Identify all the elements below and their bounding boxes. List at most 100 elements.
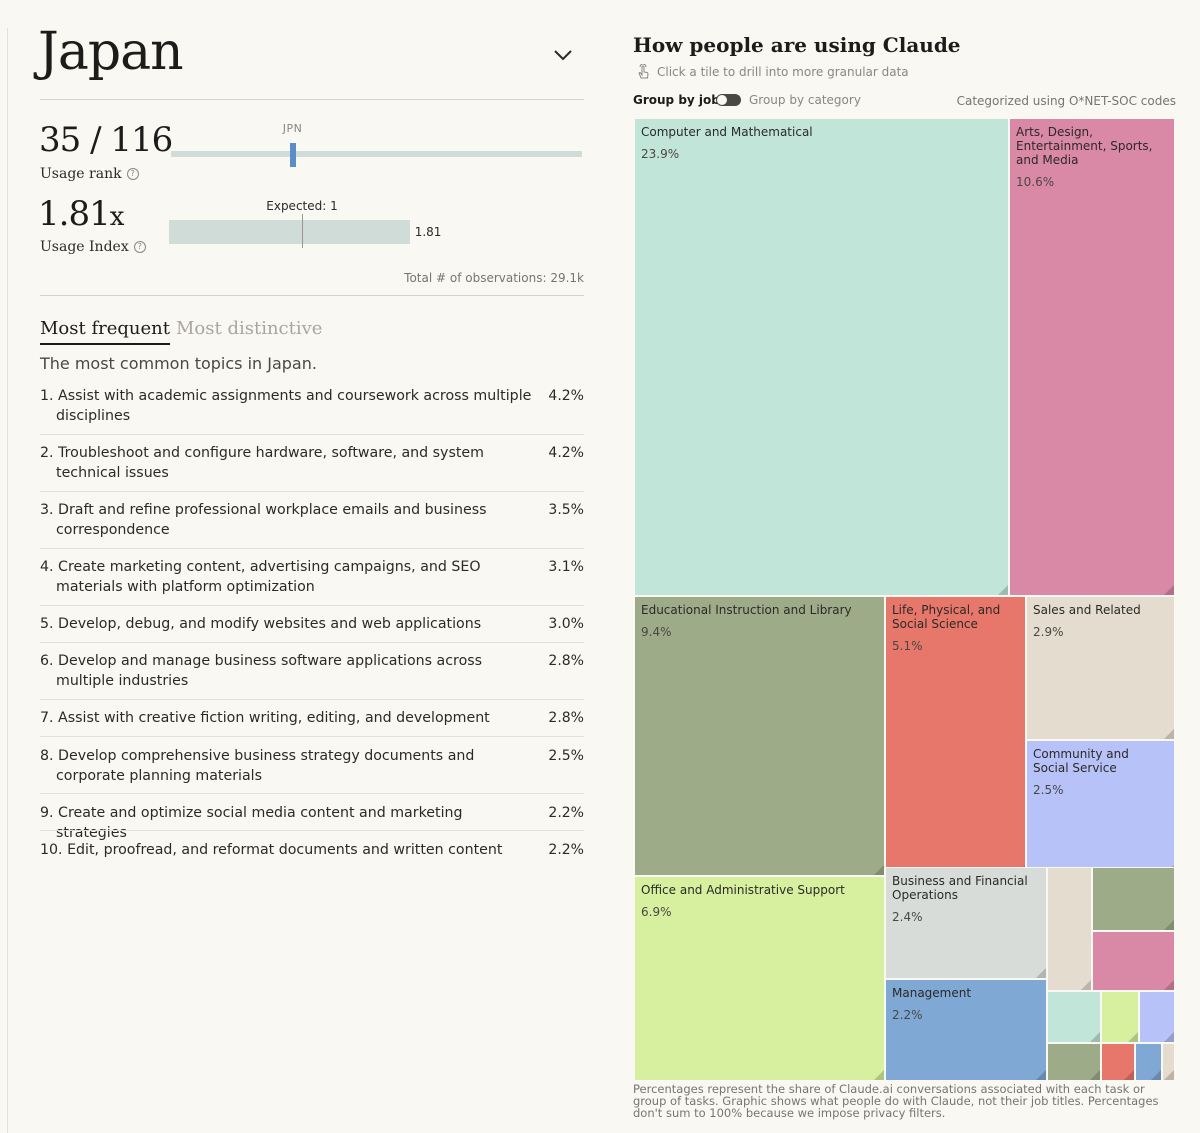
usage-rank-value: 35 / 116 — [39, 120, 173, 160]
task-percentage: 4.2% — [548, 388, 584, 404]
tile-name: Arts, Design, Entertainment, Sports, and… — [1016, 125, 1153, 167]
divider — [40, 605, 584, 606]
drill-corner-icon — [1036, 1070, 1046, 1080]
task-text: 4. Create marketing content, advertising… — [40, 559, 481, 595]
group-by-category-label[interactable]: Group by category — [749, 93, 861, 107]
divider — [40, 699, 584, 700]
task-text: 2. Troubleshoot and configure hardware, … — [40, 445, 484, 481]
tile-percentage: 23.9% — [641, 147, 680, 161]
tile-label: Business and Financial Operations 2.4% — [892, 874, 1040, 924]
treemap-tile-office-and-administrative-support[interactable]: Office and Administrative Support 6.9% — [634, 876, 885, 1081]
drill-corner-icon — [1090, 1070, 1100, 1080]
task-text: 7. Assist with creative fiction writing,… — [40, 710, 490, 726]
treemap-tile-small[interactable] — [1092, 931, 1175, 991]
pointer-hand-icon — [638, 64, 649, 79]
task-text: 8. Develop comprehensive business strate… — [40, 748, 475, 784]
usage-index-bar — [169, 220, 410, 244]
list-item: 1. Assist with academic assignments and … — [40, 386, 584, 426]
tile-percentage: 2.5% — [1033, 783, 1064, 797]
help-icon[interactable]: ? — [126, 168, 139, 180]
treemap-tile-small[interactable] — [1101, 991, 1139, 1043]
chevron-down-icon[interactable] — [550, 46, 576, 66]
usage-index-bar-value: 1.81 — [414, 225, 442, 239]
task-percentage: 2.8% — [548, 710, 584, 726]
task-text: 5. Develop, debug, and modify websites a… — [40, 616, 482, 632]
task-text: 6. Develop and manage business software … — [40, 653, 483, 689]
left-border — [7, 28, 8, 1133]
group-toggle[interactable] — [716, 94, 741, 106]
drill-corner-icon — [1124, 1070, 1134, 1080]
group-by-job-label[interactable]: Group by job — [633, 93, 720, 107]
country-title: Japan — [38, 22, 184, 82]
treemap-tile-sales-and-related[interactable]: Sales and Related 2.9% — [1026, 596, 1175, 740]
divider — [40, 642, 584, 643]
drill-corner-icon — [1164, 1032, 1174, 1042]
tile-percentage: 5.1% — [892, 639, 923, 653]
treemap-tile-arts-design-entertainment-sports-and-media[interactable]: Arts, Design, Entertainment, Sports, and… — [1009, 118, 1175, 596]
task-percentage: 2.5% — [548, 748, 584, 764]
treemap-tile-management[interactable]: Management 2.2% — [885, 979, 1047, 1081]
treemap-tile-small[interactable] — [1162, 1043, 1175, 1081]
treemap-tile-small[interactable] — [1092, 867, 1175, 931]
divider — [40, 736, 584, 737]
drill-corner-icon — [1164, 729, 1174, 739]
drill-corner-icon — [874, 865, 884, 875]
task-percentage: 3.1% — [548, 559, 584, 575]
drill-corner-icon — [1090, 1032, 1100, 1042]
tile-name: Life, Physical, and Social Science — [892, 603, 1001, 631]
list-item: 3. Draft and refine professional workpla… — [40, 500, 584, 540]
usage-index-suffix: x — [109, 202, 125, 232]
treemap-tile-life-physical-and-social-science[interactable]: Life, Physical, and Social Science 5.1% — [885, 596, 1026, 876]
treemap: Computer and Mathematical 23.9% Arts, Desi… — [634, 118, 1175, 1081]
task-text: 9. Create and optimize social media cont… — [40, 805, 463, 841]
drill-corner-icon — [1164, 980, 1174, 990]
divider — [40, 491, 584, 492]
divider — [40, 548, 584, 549]
tile-name: Computer and Mathematical — [641, 125, 813, 139]
tile-percentage: 10.6% — [1016, 175, 1055, 189]
tile-label: Community and Social Service 2.5% — [1033, 747, 1168, 797]
usage-rank-track — [171, 151, 582, 157]
divider — [40, 434, 584, 435]
drill-corner-icon — [874, 1070, 884, 1080]
tab-most-frequent[interactable]: Most frequent — [40, 318, 170, 345]
list-item: 7. Assist with creative fiction writing,… — [40, 708, 584, 728]
drill-corner-icon — [1128, 1032, 1138, 1042]
list-item: 10. Edit, proofread, and reformat docume… — [40, 840, 584, 860]
task-percentage: 2.2% — [548, 805, 584, 821]
usage-rank-marker-label: JPN — [282, 122, 303, 135]
treemap-tile-small[interactable] — [1047, 867, 1092, 991]
drill-corner-icon — [1151, 1070, 1161, 1080]
treemap-tile-small[interactable] — [1135, 1043, 1162, 1081]
treemap-tile-community-and-social-service[interactable]: Community and Social Service 2.5% — [1026, 740, 1175, 876]
usage-index-value: 1.81x — [38, 194, 125, 234]
help-icon[interactable]: ? — [133, 241, 146, 253]
task-text: 10. Edit, proofread, and reformat docume… — [40, 842, 503, 858]
usage-index-number: 1.81 — [38, 194, 111, 234]
list-item: 8. Develop comprehensive business strate… — [40, 746, 584, 786]
drill-corner-icon — [1036, 968, 1046, 978]
tile-percentage: 6.9% — [641, 905, 672, 919]
treemap-tile-small[interactable] — [1047, 991, 1101, 1043]
tile-label: Office and Administrative Support 6.9% — [641, 883, 878, 919]
tile-name: Educational Instruction and Library — [641, 603, 852, 617]
tile-label: Life, Physical, and Social Science 5.1% — [892, 603, 1019, 653]
treemap-tile-small[interactable] — [1139, 991, 1175, 1043]
drill-corner-icon — [998, 585, 1008, 595]
treemap-tile-small[interactable] — [1047, 1043, 1101, 1081]
tile-percentage: 2.2% — [892, 1008, 923, 1022]
tile-label: Arts, Design, Entertainment, Sports, and… — [1016, 125, 1168, 189]
drill-corner-icon — [1081, 980, 1091, 990]
tab-most-distinctive[interactable]: Most distinctive — [176, 318, 323, 339]
treemap-tile-educational-instruction-and-library[interactable]: Educational Instruction and Library 9.4% — [634, 596, 885, 876]
drill-corner-icon — [1164, 1070, 1174, 1080]
treemap-tile-business-and-financial-operations[interactable]: Business and Financial Operations 2.4% — [885, 867, 1047, 979]
task-percentage: 3.0% — [548, 616, 584, 632]
treemap-tile-computer-and-mathematical[interactable]: Computer and Mathematical 23.9% — [634, 118, 1009, 596]
treemap-tile-small[interactable] — [1101, 1043, 1135, 1081]
tile-name: Community and Social Service — [1033, 747, 1129, 775]
topics-subtitle: The most common topics in Japan. — [40, 354, 317, 373]
list-item: 5. Develop, debug, and modify websites a… — [40, 614, 584, 634]
expected-marker-line — [302, 214, 303, 248]
task-text: 1. Assist with academic assignments and … — [40, 388, 532, 424]
